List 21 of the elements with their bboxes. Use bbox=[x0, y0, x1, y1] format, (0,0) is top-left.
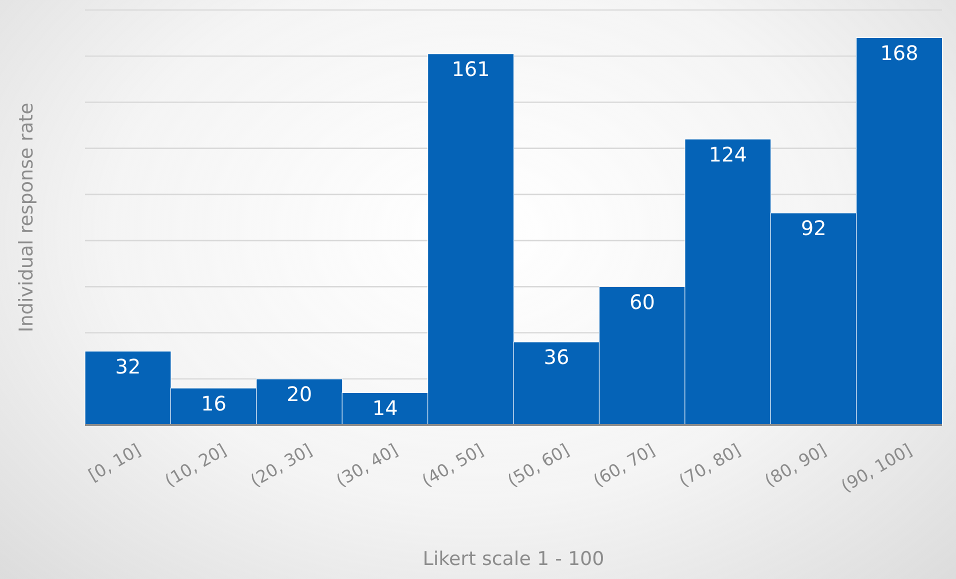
data-label: 92 bbox=[800, 216, 826, 240]
x-tick-label: (60, 70] bbox=[590, 440, 659, 492]
data-label: 16 bbox=[200, 391, 226, 416]
data-label: 32 bbox=[115, 354, 141, 378]
x-tick-label: [0, 10] bbox=[85, 440, 144, 486]
data-label: 168 bbox=[880, 40, 918, 65]
data-label: 124 bbox=[708, 142, 747, 166]
x-tick-label: (10, 20] bbox=[162, 440, 230, 492]
x-tick-label: (70, 80] bbox=[676, 440, 744, 492]
x-tick-label: (20, 30] bbox=[247, 440, 316, 492]
data-label: 60 bbox=[629, 290, 655, 314]
x-tick-label: (50, 60] bbox=[504, 440, 573, 492]
x-tick-label: (30, 40] bbox=[333, 440, 402, 492]
x-tick-label: (40, 50] bbox=[418, 440, 488, 492]
x-tick-label: (80, 90] bbox=[762, 440, 830, 492]
y-axis-title: Individual response rate bbox=[16, 102, 38, 332]
data-label: 161 bbox=[452, 57, 490, 82]
data-label: 20 bbox=[286, 382, 312, 406]
x-axis-title: Likert scale 1 - 100 bbox=[422, 548, 604, 570]
data-label: 36 bbox=[544, 345, 570, 370]
data-label: 14 bbox=[372, 396, 398, 420]
